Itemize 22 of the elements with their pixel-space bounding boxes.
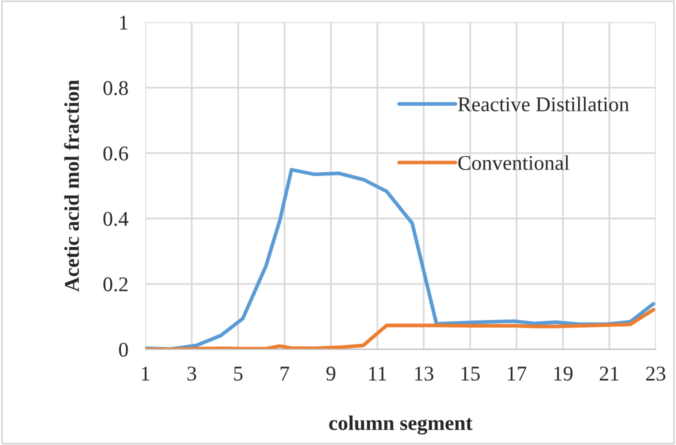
- x-tick-label: 7: [280, 366, 290, 380]
- y-axis-title: Acetic acid mol fraction: [64, 80, 79, 292]
- y-tick-label: 0.4: [103, 212, 128, 226]
- x-axis-title: column segment: [329, 415, 472, 434]
- x-tick-label: 17: [508, 366, 526, 380]
- y-tick-label: 0: [119, 342, 128, 357]
- y-tick-label: 0.2: [103, 277, 128, 292]
- x-tick-label: 9: [326, 366, 336, 381]
- y-tick-label: 1: [120, 16, 128, 30]
- x-tick-label: 15: [462, 366, 480, 381]
- x-tick-label: 21: [600, 366, 618, 380]
- x-tick-label: 11: [369, 366, 386, 380]
- legend-label: Conventional: [458, 155, 570, 170]
- x-tick-label: 3: [188, 366, 196, 381]
- legend-label: Reactive Distillation: [458, 96, 629, 112]
- x-tick-label: 13: [415, 366, 434, 381]
- x-tick-label: 5: [234, 366, 243, 381]
- y-tick-label: 0.8: [103, 81, 128, 96]
- x-tick-label: 23: [646, 366, 666, 381]
- y-tick-label: 0.6: [103, 146, 128, 161]
- x-tick-label: 1: [142, 366, 150, 380]
- x-tick-label: 19: [554, 366, 572, 381]
